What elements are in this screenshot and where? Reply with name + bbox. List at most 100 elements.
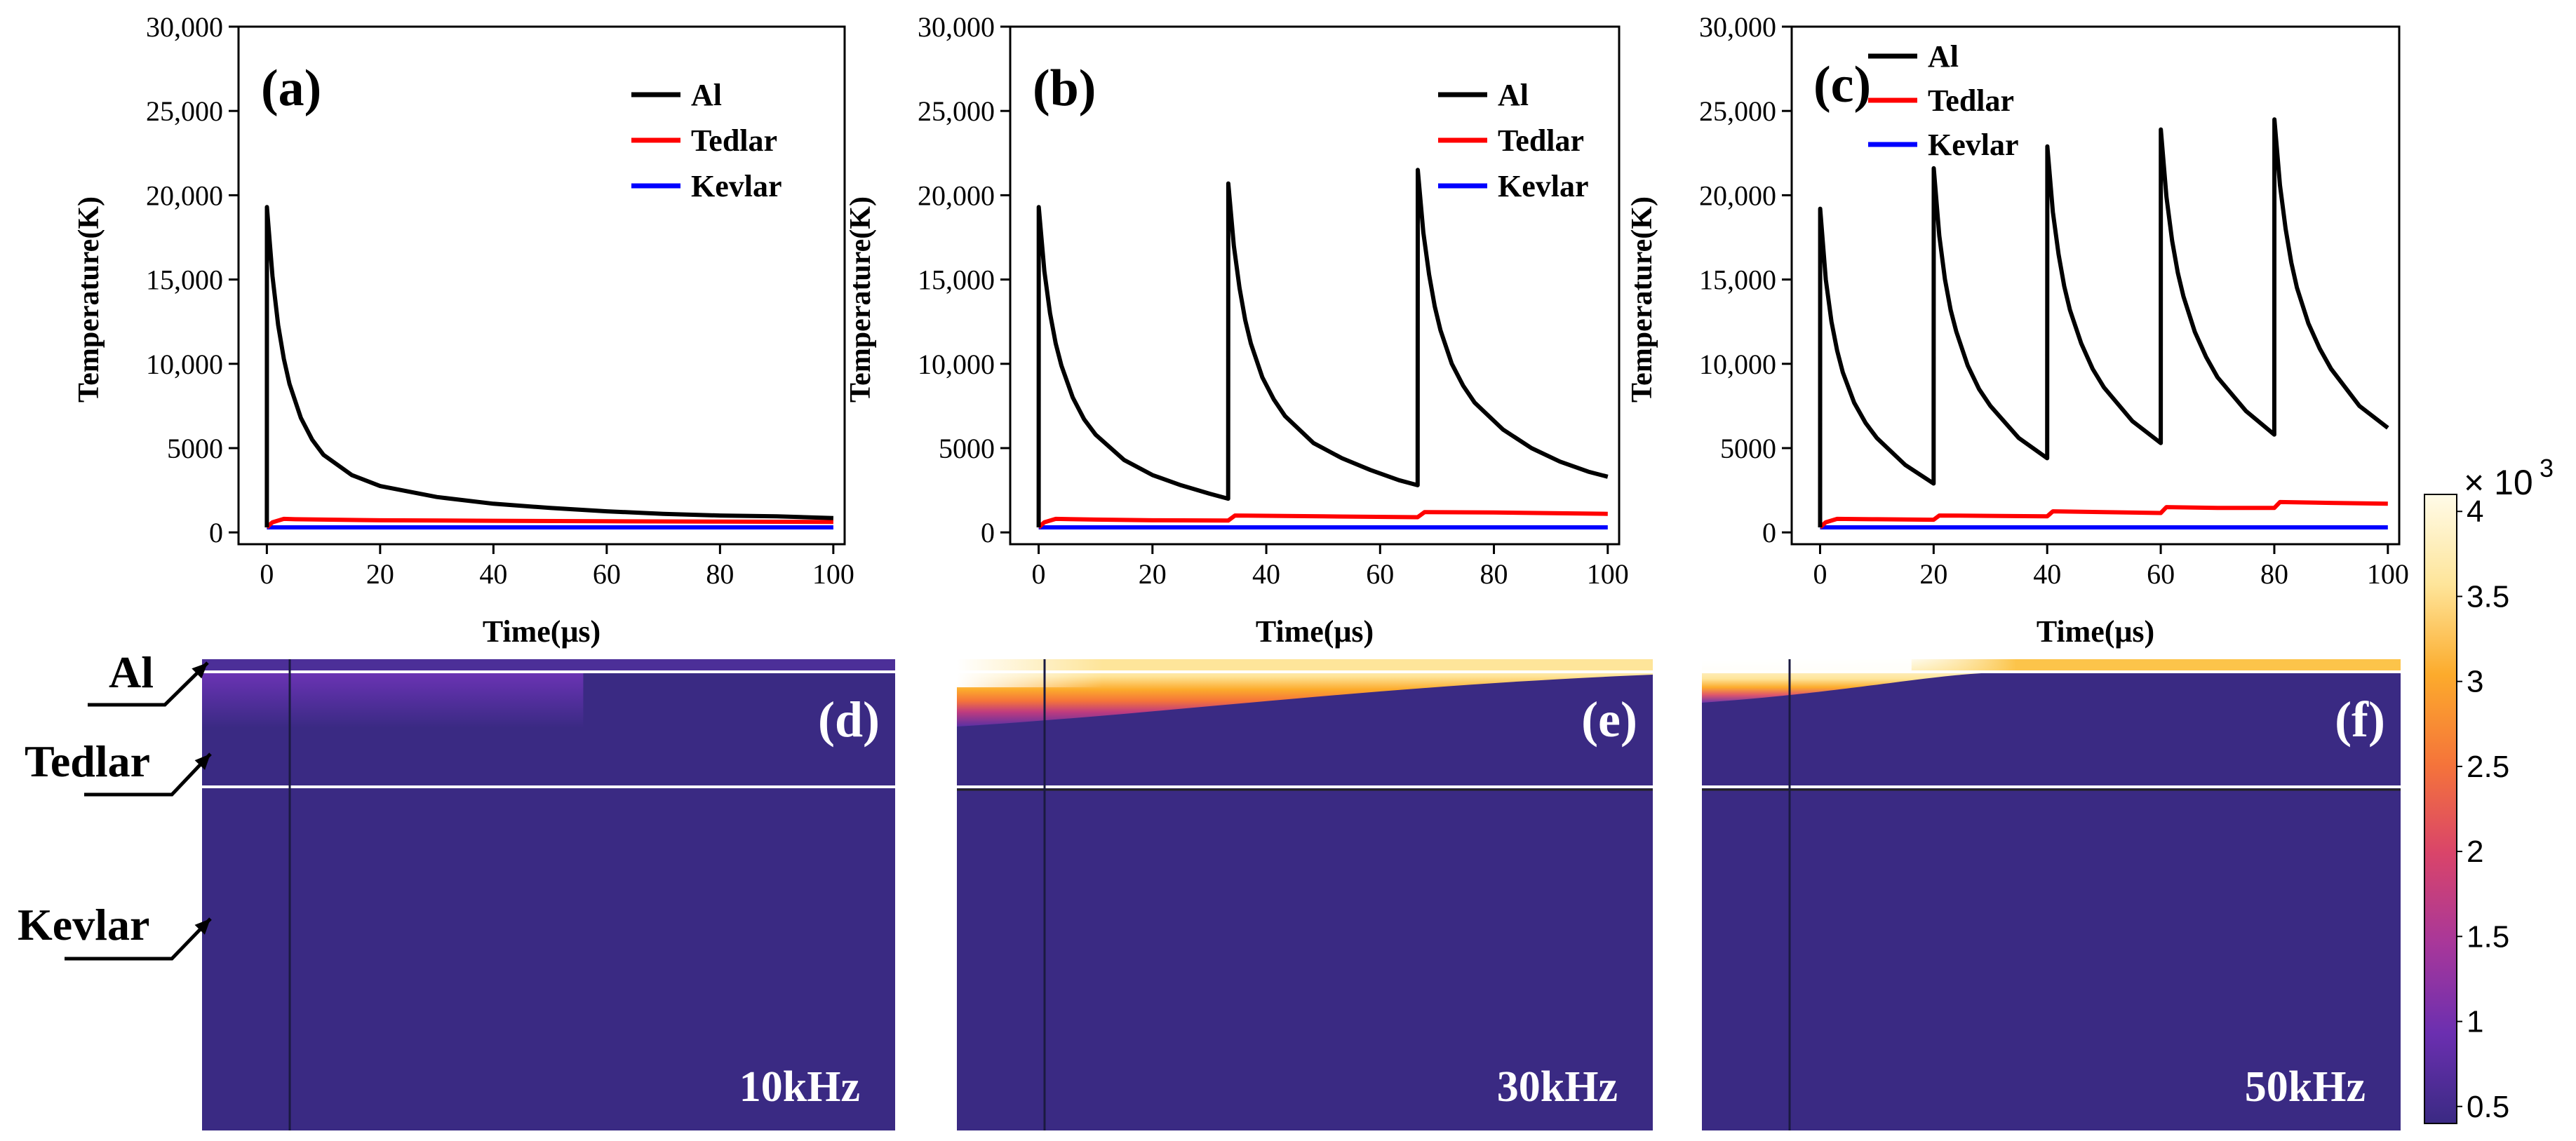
frequency-label: 10kHz [739,1063,860,1111]
legend-label-tedlar: Tedlar [1498,123,1584,158]
panel-label: (c) [1813,56,1871,114]
x-tick-label: 40 [1252,558,1280,590]
line-plots: 0 5000 10,000 15,000 20,000 25,000 30,000 0 20 40… [73,11,2409,649]
y-tick-label: 10,000 [918,349,995,380]
plot-frame [1790,25,2401,546]
panel-label: (f) [2335,691,2385,748]
panel-label: (e) [1581,691,1637,748]
plot-frame [1009,25,1621,546]
legend-label-kevlar: Kevlar [1928,128,2019,162]
panel-label: (b) [1033,60,1096,117]
legend-label-kevlar: Kevlar [1498,169,1589,203]
legend-label-kevlar: Kevlar [691,169,782,203]
y-tick-label: 15,000 [1699,264,1776,296]
x-axis-label: Time(μs) [1256,614,1374,649]
colorbar-tick-label: 0.5 [2467,1090,2509,1124]
x-tick-label: 20 [1139,558,1167,590]
x-tick-label: 40 [2033,558,2061,590]
heatmap-background [202,659,895,1130]
series-tedlar-line [1818,499,2388,529]
y-tick-label: 10,000 [146,349,223,380]
x-tick-label: 20 [1919,558,1947,590]
colorbar-gradient [2424,494,2457,1124]
y-tick-label: 5000 [1720,433,1776,464]
x-tick-label: 80 [2260,558,2288,590]
heatmap-background [1702,659,2401,1130]
y-tick-label: 20,000 [146,180,223,211]
y-tick-label: 10,000 [1699,349,1776,380]
y-tick-label: 30,000 [146,11,223,43]
x-tick-label: 80 [706,558,734,590]
x-tick-label: 20 [366,558,394,590]
colorbar-tick-label: 4 [2467,494,2483,529]
series-al-line [1036,168,1609,528]
line-plot-1: 0 5000 10,000 15,000 20,000 25,000 30,000 0 20 40… [73,11,854,649]
legend-label-tedlar: Tedlar [691,123,777,158]
panel-label: (a) [261,60,321,117]
legend-label-al: Al [691,78,722,112]
x-tick-label: 60 [1366,558,1394,590]
arrow-line [84,752,212,797]
y-tick-label: 20,000 [1699,180,1776,211]
layer-label-kevlar: Kevlar [18,900,212,961]
x-tick-label: 100 [1587,558,1629,590]
x-tick-label: 60 [593,558,621,590]
al-layer-region [202,659,895,672]
series-al-line [1818,117,2389,528]
x-tick-label: 100 [2367,558,2409,590]
frequency-label: 50kHz [2245,1063,2366,1111]
legend-label-al: Al [1928,39,1959,74]
heatmap-panel-3: (f) 50kHz [1702,659,2401,1130]
colorbar-tick-label: 2 [2467,835,2483,869]
y-tick-label: 20,000 [918,180,995,211]
y-tick-label: 15,000 [146,264,223,296]
frequency-label: 30kHz [1497,1063,1618,1111]
arrow-line [65,917,212,961]
arrow-head-icon [194,919,210,935]
colorbar-tick-label: 3.5 [2467,579,2509,614]
y-axis-label: Temperature(K) [845,196,877,403]
layer-label-al: Al [88,647,209,707]
x-axis-label: Time(μs) [2037,614,2154,649]
x-tick-label: 80 [1480,558,1508,590]
colorbar-tick-label: 1 [2467,1005,2483,1039]
arrow-head-icon [194,754,210,770]
legend-label-tedlar: Tedlar [1928,83,2014,118]
x-tick-label: 0 [260,558,274,590]
series-tedlar-line [265,516,833,529]
x-tick-label: 40 [479,558,507,590]
heatmap-panel-2: (e) 30kHz [957,659,1653,1130]
arrow-head-icon [192,663,208,679]
y-tick-label: 15,000 [918,264,995,296]
layer-name: Tedlar [25,736,150,786]
x-axis-label: Time(μs) [483,614,601,649]
y-tick-label: 30,000 [918,11,995,43]
colorbar: 0.511.522.533.54× 10 3 [2424,454,2554,1124]
y-axis-label: Temperature(K) [73,196,105,403]
y-tick-label: 5000 [939,433,995,464]
x-tick-label: 60 [2147,558,2175,590]
arrow-line [88,661,209,707]
x-tick-label: 0 [1813,558,1827,590]
legend-label-al: Al [1498,78,1529,112]
y-tick-label: 25,000 [918,95,995,127]
y-axis-label: Temperature(K) [1626,196,1658,403]
colorbar-tick-label: 1.5 [2467,919,2509,954]
y-tick-label: 5000 [167,433,223,464]
layer-label-tedlar: Tedlar [25,736,212,797]
colorbar-exponent: × 10 [2464,463,2533,502]
colorbar-tick-label: 3 [2467,665,2483,699]
plot-frame [237,25,846,546]
y-tick-label: 0 [981,517,995,548]
layer-name: Al [109,647,154,697]
x-tick-label: 100 [812,558,854,590]
y-tick-label: 0 [1762,517,1776,548]
series-tedlar-line [1037,510,1608,529]
layer-name: Kevlar [18,900,149,950]
heatmap-background [957,659,1653,1130]
y-tick-label: 25,000 [1699,95,1776,127]
layer-labels: Al Tedlar Kevlar [18,647,212,961]
line-plot-3: 0 5000 10,000 15,000 20,000 25,000 30,000 0 20 40… [1626,11,2409,649]
y-tick-label: 0 [209,517,223,548]
